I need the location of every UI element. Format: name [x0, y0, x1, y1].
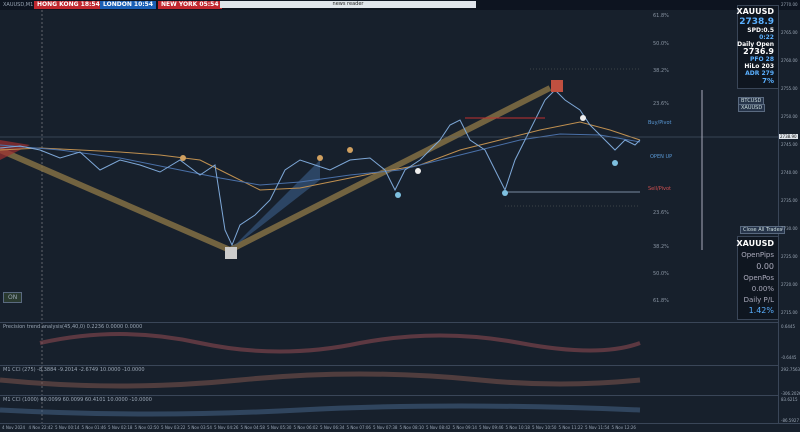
time-axis-label: 5 Nov 11:22 [558, 425, 583, 430]
fib-level: 50.0% [653, 271, 669, 277]
indicator-label: M1 CCI (275) -8.3884 -9.2014 -2.6749 10.… [3, 367, 145, 373]
time-axis-label: 5 Nov 02:50 [134, 425, 159, 430]
price-axis-label: 2720.00 [781, 282, 798, 287]
price-axis-label: 2760.00 [781, 58, 798, 63]
info-daily-open: 2736.9 [743, 47, 774, 56]
info-adr-pct: 7% [762, 77, 774, 85]
fib-level: 61.8% [653, 298, 669, 304]
fib-level: 38.2% [653, 244, 669, 250]
time-axis-label: 5 Nov 05:30 [267, 425, 292, 430]
fib-level: 61.8% [653, 13, 669, 19]
news-reader[interactable]: news reader [220, 1, 476, 8]
price-axis-label: 2755.00 [781, 86, 798, 91]
time-axis-label: 5 Nov 10:18 [505, 425, 530, 430]
indicator-axis-label: 83.6215 [781, 397, 798, 402]
info-price: 2738.9 [739, 17, 774, 27]
clock: NEW YORK 05:54 [158, 1, 222, 9]
price-axis-label: 2765.00 [781, 30, 798, 35]
symbol-label: XAUUSD,M1 [3, 2, 34, 8]
fib-level: 23.6% [653, 101, 669, 107]
close-all-button[interactable]: Close All Trades [740, 226, 786, 234]
indicator-axis-label: 292.7563 [781, 367, 800, 372]
time-axis-label: 5 Nov 09:46 [479, 425, 504, 430]
price-axis-label: 2740.00 [781, 170, 798, 175]
clock: HONG KONG 18:54 [34, 1, 103, 9]
pl-open-pips-label: OpenPips [741, 251, 774, 259]
info-adr: ADR 279 [745, 70, 774, 77]
price-axis-label: 2770.00 [781, 2, 798, 7]
time-axis-label: 5 Nov 06:02 [293, 425, 318, 430]
indicator-axis-label: -306.2026 [781, 391, 800, 396]
pl-open-pos: 0.00% [751, 285, 774, 293]
info-panel-bg [737, 5, 779, 89]
info-hilo: HiLo 203 [744, 63, 774, 70]
indicator-label: Precision trend analysis(45,40,0) 0.2236… [3, 324, 143, 330]
indicator-axis-label: 0.6445 [781, 324, 795, 329]
pl-daily-pl-label: Daily P/L [743, 296, 774, 304]
price-axis-label: 2750.00 [781, 114, 798, 119]
time-axis-label: 4 Nov 2024 [2, 425, 26, 430]
clock: LONDON 10:54 [100, 1, 157, 9]
pl-panel-bg [737, 236, 779, 320]
pl-symbol: XAUUSD [736, 239, 774, 248]
time-axis-label: 5 Nov 07:38 [373, 425, 398, 430]
time-axis-label: 5 Nov 00:14 [55, 425, 80, 430]
pivot-label: Buy/Pivot [648, 120, 672, 126]
time-axis-label: 5 Nov 06:34 [320, 425, 345, 430]
fib-level: 23.6% [653, 210, 669, 216]
info-timer: 0:22 [759, 34, 774, 41]
pl-daily-pl: 1.42% [748, 306, 774, 315]
on-button[interactable]: ON [3, 292, 23, 303]
pivot-label: OPEN UP [650, 154, 673, 160]
time-axis-label: 5 Nov 11:54 [585, 425, 610, 430]
time-axis-label: 5 Nov 03:22 [161, 425, 186, 430]
info-daily-open-label: Daily Open [737, 41, 774, 48]
info-pfo: PFO 28 [749, 56, 774, 63]
info-symbol: XAUUSD [736, 7, 774, 16]
time-axis-label: 5 Nov 10:50 [532, 425, 557, 430]
time-axis-label: 5 Nov 02:18 [108, 425, 133, 430]
time-axis-label: 5 Nov 03:54 [187, 425, 212, 430]
price-axis-label: 2735.00 [781, 198, 798, 203]
time-axis-label: 5 Nov 04:58 [240, 425, 265, 430]
current-price: 2738.90 [779, 134, 798, 139]
symbol-button[interactable]: XAUUSD [738, 104, 766, 112]
pl-open-pos-label: OpenPos [743, 274, 774, 282]
pivot-label: Sell/Pivot [648, 186, 671, 192]
info-spread: SPD:0.5 [747, 27, 774, 34]
fib-level: 38.2% [653, 68, 669, 74]
price-axis-label: 2715.00 [781, 310, 798, 315]
time-axis-label: 5 Nov 04:26 [214, 425, 239, 430]
time-axis-label: 5 Nov 08:42 [426, 425, 451, 430]
indicator-axis-label: -0.6445 [781, 355, 797, 360]
time-axis-label: 5 Nov 01:46 [81, 425, 106, 430]
pl-open-pips: 0.00 [756, 262, 774, 271]
price-axis-label: 2725.00 [781, 254, 798, 259]
time-axis-label: 5 Nov 09:14 [452, 425, 477, 430]
time-axis-label: 5 Nov 12:26 [611, 425, 636, 430]
fib-level: 50.0% [653, 41, 669, 47]
time-axis-label: 4 Nov 22:42 [28, 425, 53, 430]
time-axis-label: 5 Nov 07:06 [346, 425, 371, 430]
indicator-label: M1 CCI (1000) 60.0099 60.0099 60.4101 10… [3, 397, 152, 403]
price-axis-label: 2745.00 [781, 142, 798, 147]
indicator-axis-label: -86.5927 [781, 418, 799, 423]
time-axis-label: 5 Nov 08:10 [399, 425, 424, 430]
price-axis-label: 2730.00 [781, 226, 798, 231]
